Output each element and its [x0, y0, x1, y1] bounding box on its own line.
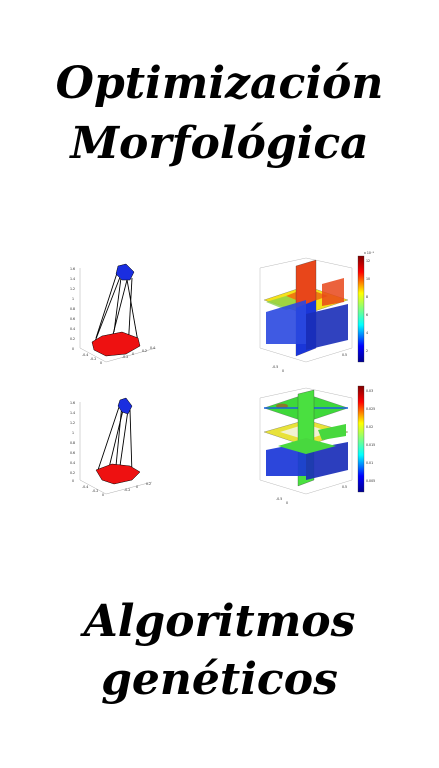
- z-tick: 0.4: [70, 461, 75, 465]
- title-bottom-line2: genéticos: [101, 654, 338, 705]
- z-tick: 0: [72, 479, 74, 483]
- colorbar: [357, 385, 365, 493]
- title-top: Optimización Morfológica: [0, 62, 439, 182]
- axis-tick: 0.5: [342, 353, 347, 357]
- mesh-bottom-cap: [117, 397, 133, 415]
- colorbar-tick: 0.03: [366, 389, 373, 393]
- colorbar-tick: 12: [366, 259, 370, 263]
- title-bottom-line1: Algoritmos: [83, 596, 356, 647]
- colorbar-tick: 6: [366, 313, 368, 317]
- colorbar-tick: 0.02: [366, 425, 373, 429]
- z-tick: 0.2: [70, 337, 75, 341]
- x-tick: 0: [102, 493, 104, 497]
- x-tick: -0.4: [82, 353, 88, 357]
- z-tick: 1.6: [70, 401, 75, 405]
- y-tick: -0.2: [122, 355, 128, 359]
- z-tick: 1.4: [70, 277, 75, 281]
- z-tick: 0.2: [70, 471, 75, 475]
- y-tick: 0.2: [142, 349, 147, 353]
- colorbar-tick: 0.025: [366, 407, 375, 411]
- z-tick: 1.2: [70, 287, 75, 291]
- z-tick: 0.4: [70, 327, 75, 331]
- x-tick: -0.2: [92, 489, 98, 493]
- z-tick: 1.6: [70, 267, 75, 271]
- x-tick: 0: [100, 361, 102, 365]
- axis-tick: -0.5: [276, 497, 282, 501]
- axis-tick: -0.5: [272, 365, 278, 369]
- z-tick: 0.6: [70, 451, 75, 455]
- colorbar-tick: 4: [366, 331, 368, 335]
- z-tick: 1: [72, 431, 74, 435]
- colorbar-tick: 10: [366, 277, 370, 281]
- colorbar-tick: 2: [366, 349, 368, 353]
- axis-tick: 0: [286, 501, 288, 505]
- axis-tick: 0: [282, 369, 284, 373]
- y-tick: 0.2: [146, 482, 151, 486]
- colorbar-tick: 8: [366, 295, 368, 299]
- colorbar-tick: 0.01: [366, 461, 373, 465]
- colorbar-tick: 0.005: [366, 479, 375, 483]
- y-tick: 0: [136, 485, 138, 489]
- title-top-line2: Morfológica: [70, 118, 369, 169]
- z-tick: 0.6: [70, 317, 75, 321]
- mesh-bottom-base: [95, 463, 141, 485]
- z-tick: 0.8: [70, 307, 75, 311]
- x-tick: -0.2: [90, 357, 96, 361]
- slice-figure-bottom: -0.5 0 0.5 0.03 0.025 0.02 0.015 0.01 0.…: [259, 385, 375, 505]
- z-tick: 0: [72, 347, 74, 351]
- mesh-figure-bottom: 1.6 1.4 1.2 1 0.8 0.6 0.4 0.2 0 -0.4 -0.…: [70, 397, 153, 497]
- title-top-line1: Optimización: [55, 58, 384, 109]
- x-tick: -0.4: [82, 485, 88, 489]
- y-tick: -0.2: [124, 488, 130, 492]
- title-bottom: Algoritmos genéticos: [0, 600, 439, 716]
- mesh-figure-top: 1.6 1.4 1.2 1 0.8 0.6 0.4 0.2 0 -0.4 -0.…: [70, 263, 157, 365]
- z-tick: 1.4: [70, 411, 75, 415]
- mesh-top-cap: [115, 263, 135, 281]
- z-tick: 1.2: [70, 421, 75, 425]
- slice-figure-top: -0.5 0 0.5 x 10⁻³ 12 10 8 6 4 2: [259, 251, 375, 373]
- colorbar-exponent: x 10⁻³: [364, 251, 375, 255]
- colorbar: [357, 255, 365, 363]
- y-tick: 0: [132, 352, 134, 356]
- colorbar-tick: 0.015: [366, 443, 375, 447]
- y-tick: 0.4: [150, 346, 155, 350]
- z-tick: 0.8: [70, 441, 75, 445]
- axis-tick: 0.5: [342, 485, 347, 489]
- mesh-top-base: [91, 331, 141, 357]
- z-tick: 1: [72, 297, 74, 301]
